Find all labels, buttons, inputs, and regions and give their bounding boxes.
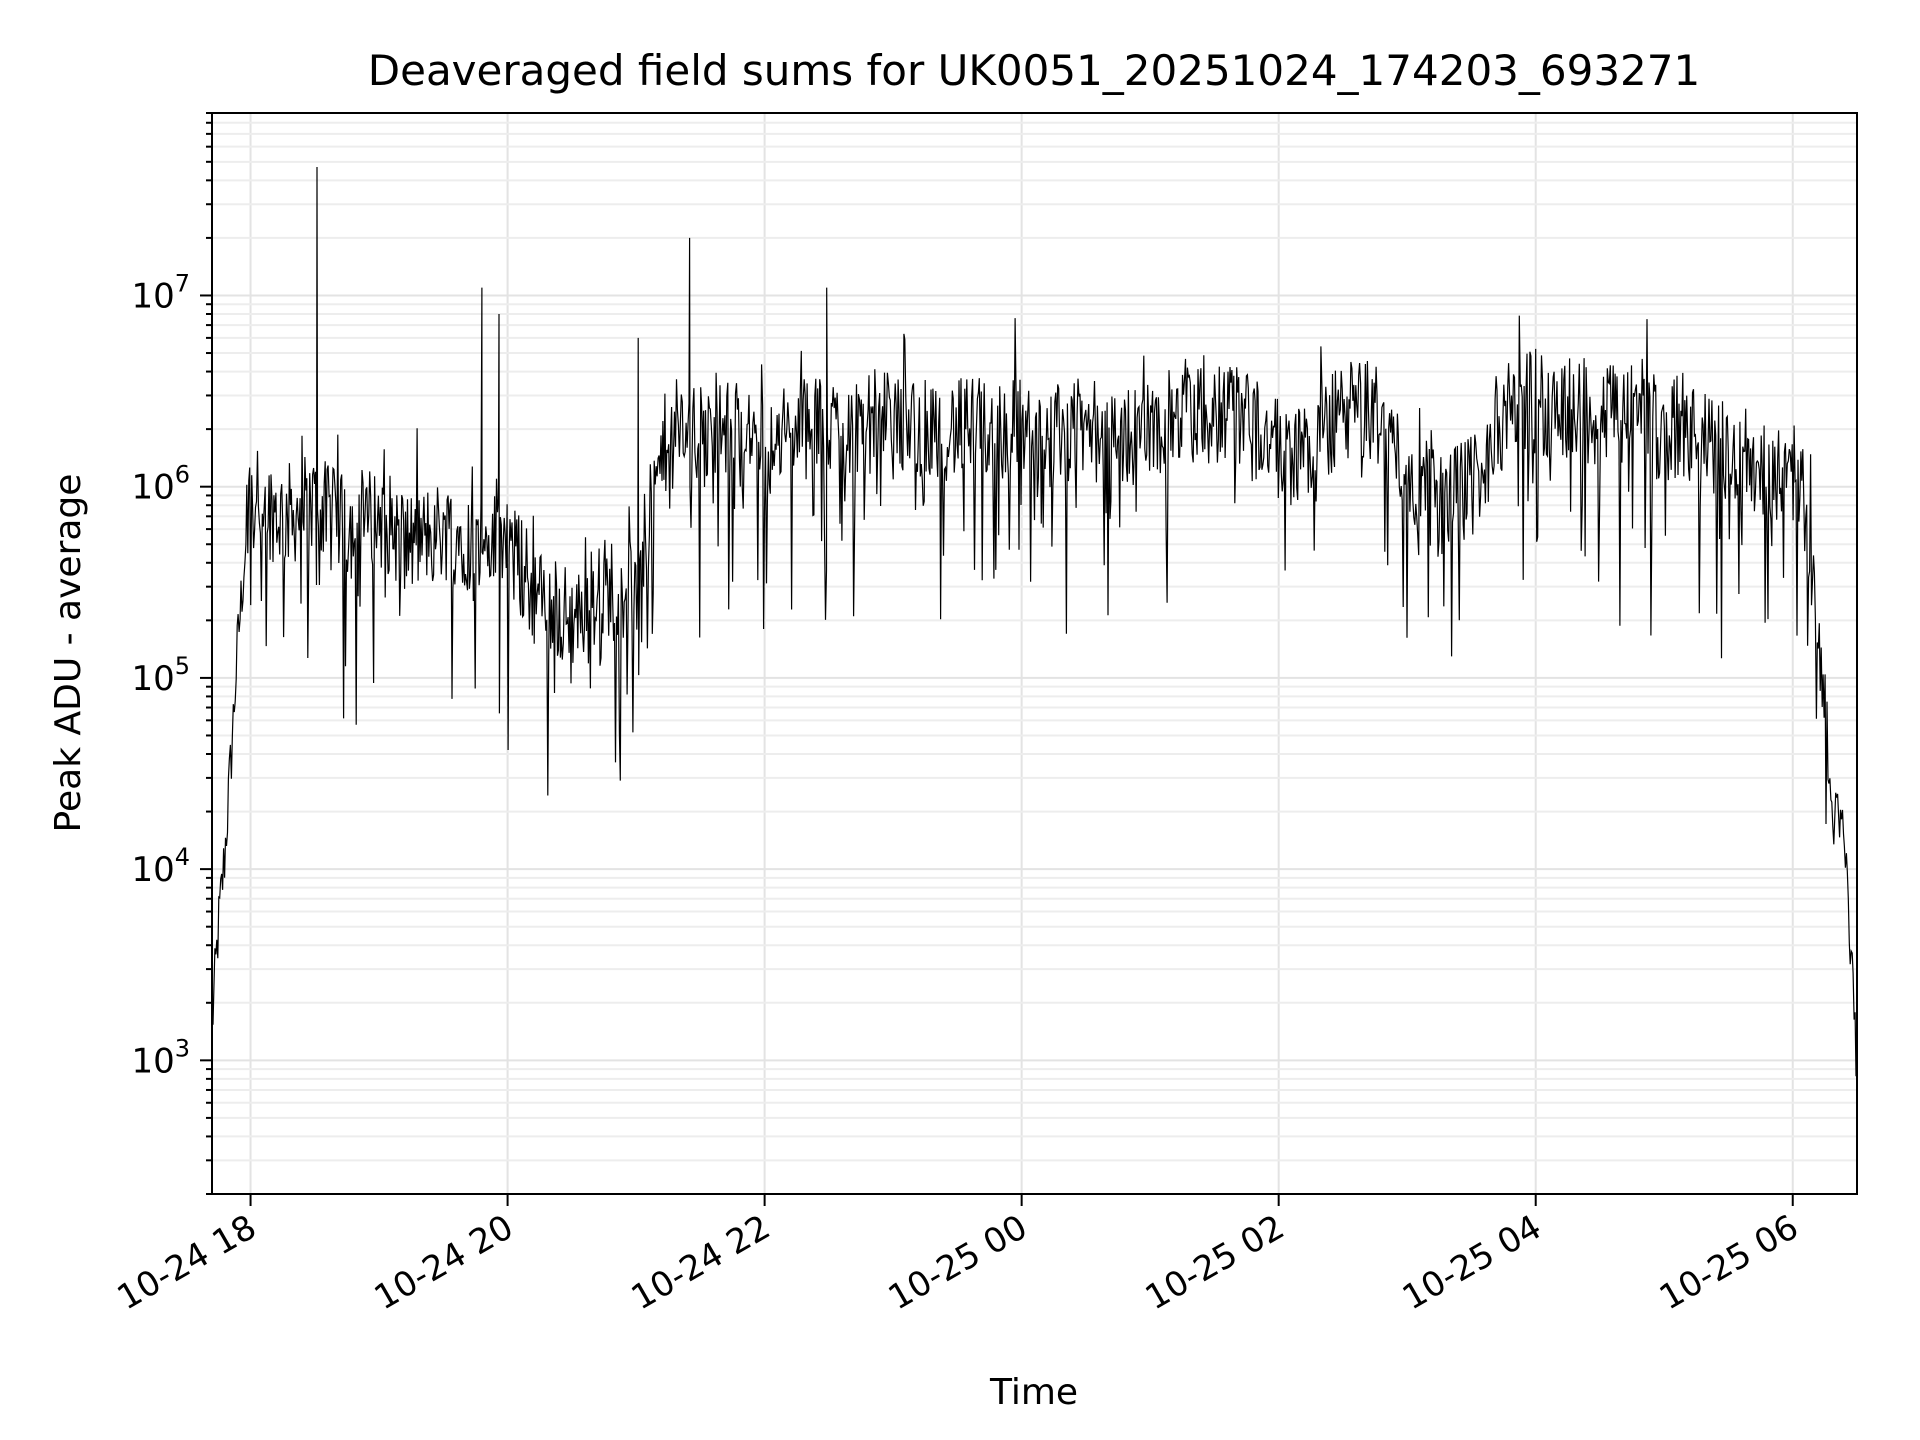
series-group: [211, 166, 1858, 1077]
data-series-line: [211, 166, 1858, 1077]
chart-title: Deaveraged field sums for UK0051_2025102…: [368, 46, 1700, 95]
plot-frame: [211, 112, 1858, 1195]
y-tick-label: 103: [131, 1034, 190, 1081]
y-tick-label: 107: [131, 269, 190, 316]
y-tick-label: 105: [131, 652, 190, 699]
y-axis-label: Peak ADU - average: [48, 474, 89, 833]
y-tick-label: 104: [131, 843, 190, 890]
x-axis-label: Time: [989, 1372, 1078, 1413]
y-tick-label: 106: [131, 461, 190, 508]
